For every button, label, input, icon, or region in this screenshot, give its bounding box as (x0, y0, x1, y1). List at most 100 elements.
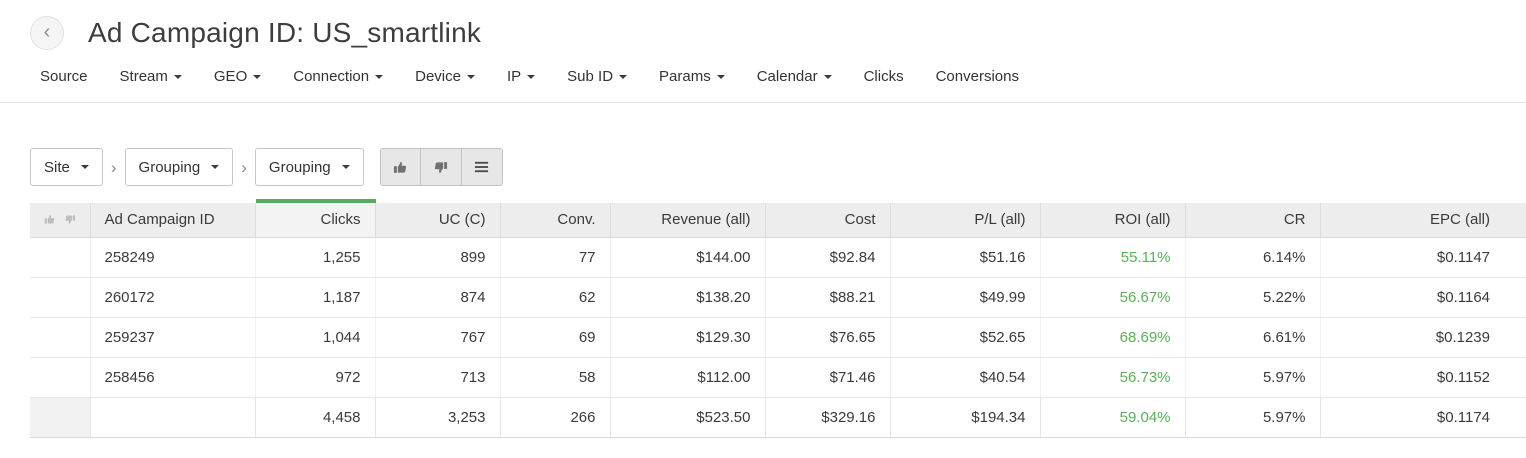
cell-clicks: 1,255 (255, 237, 376, 278)
chevron-down-icon (341, 165, 350, 169)
cell-epc: $0.1152 (1320, 357, 1526, 398)
cell-rating (30, 317, 91, 358)
column-header-clicks[interactable]: Clicks (255, 199, 376, 238)
nav-item-ip[interactable]: IP (507, 68, 536, 85)
columns-menu-button[interactable] (461, 148, 503, 186)
grouping-select-3[interactable]: Grouping (254, 148, 364, 186)
menu-icon (475, 161, 489, 173)
thumbs-up-icon (393, 161, 406, 173)
nav-item-label: Source (40, 68, 88, 85)
cell-cost-total: $329.16 (765, 396, 891, 438)
thumbs-up-icon (44, 215, 55, 224)
cell-uc: 713 (375, 357, 501, 398)
cell-uc: 767 (375, 317, 501, 358)
cell-pl-total: $194.34 (890, 396, 1041, 438)
nav-item-stream[interactable]: Stream (120, 68, 182, 85)
cell-rating (30, 357, 91, 398)
cell-roi: 56.73% (1040, 357, 1186, 398)
cell-rating (30, 396, 91, 438)
cell-cr: 5.97% (1185, 357, 1321, 398)
nav-item-params[interactable]: Params (659, 68, 725, 85)
nav-item-label: Device (415, 68, 461, 85)
cell-campaign-id: 258456 (90, 357, 256, 398)
chevron-down-icon (80, 165, 89, 169)
cell-roi: 55.11% (1040, 237, 1186, 278)
thumbs-down-icon (435, 161, 448, 173)
column-header-conv[interactable]: Conv. (500, 201, 611, 238)
cell-conv: 69 (500, 317, 611, 358)
cell-epc: $0.1164 (1320, 277, 1526, 318)
nav-item-label: Sub ID (567, 68, 614, 85)
nav-item-label: Conversions (935, 68, 1019, 85)
cell-cr: 6.61% (1185, 317, 1321, 358)
cell-rating (30, 237, 91, 278)
column-header-uc[interactable]: UC (C) (375, 201, 501, 238)
nav-item-label: Calendar (756, 68, 818, 85)
grouping-select-site[interactable]: Site (30, 148, 103, 186)
column-header-rating (30, 201, 91, 238)
thumbs-down-button[interactable] (420, 148, 462, 186)
cell-pl: $49.99 (890, 277, 1041, 318)
cell-cost: $71.46 (765, 357, 891, 398)
chevron-down-icon (466, 74, 475, 79)
cell-revenue: $144.00 (610, 237, 766, 278)
table-row[interactable]: 258456 972 713 58 $112.00 $71.46 $40.54 … (30, 357, 1526, 398)
cell-epc: $0.1147 (1320, 237, 1526, 278)
cell-clicks: 1,187 (255, 277, 376, 318)
column-header-campaign-id[interactable]: Ad Campaign ID (90, 201, 256, 238)
grouping-select-label: Grouping (268, 158, 331, 176)
thumbs-down-icon (65, 215, 75, 224)
chevron-left-icon: ‹ (43, 20, 51, 43)
chevron-down-icon (253, 74, 262, 79)
column-header-revenue[interactable]: Revenue (all) (610, 201, 766, 238)
table-row[interactable]: 260172 1,187 874 62 $138.20 $88.21 $49.9… (30, 277, 1526, 318)
cell-campaign-id: 259237 (90, 317, 256, 358)
cell-revenue: $112.00 (610, 357, 766, 398)
nav-item-source[interactable]: Source (40, 68, 88, 85)
cell-cost: $92.84 (765, 237, 891, 278)
grouping-select-label: Site (44, 158, 70, 176)
cell-cr: 5.22% (1185, 277, 1321, 318)
row-action-button-group (379, 148, 503, 186)
nav-item-conversions[interactable]: Conversions (936, 68, 1019, 85)
grouping-select-2[interactable]: Grouping (124, 148, 234, 186)
nav-item-clicks[interactable]: Clicks (864, 68, 904, 85)
cell-campaign-id: 258249 (90, 237, 256, 278)
column-header-cr[interactable]: CR (1185, 201, 1321, 238)
nav-item-device[interactable]: Device (415, 68, 475, 85)
nav-item-calendar[interactable]: Calendar (757, 68, 832, 85)
nav-item-label: Connection (293, 68, 370, 85)
cell-clicks: 1,044 (255, 317, 376, 358)
breadcrumb-arrow-icon: › (110, 157, 117, 177)
back-button[interactable]: ‹ (30, 16, 64, 50)
column-header-roi[interactable]: ROI (all) (1040, 201, 1186, 238)
nav-item-connection[interactable]: Connection (293, 68, 384, 85)
nav-item-geo[interactable]: GEO (214, 68, 262, 85)
thumbs-up-button[interactable] (379, 148, 421, 186)
cell-epc: $0.1239 (1320, 317, 1526, 358)
cell-pl: $52.65 (890, 317, 1041, 358)
column-header-epc[interactable]: EPC (all) (1320, 201, 1526, 238)
chevron-down-icon (716, 74, 725, 79)
chevron-down-icon (211, 165, 220, 169)
report-table: Ad Campaign ID Clicks UC (C) Conv. Reven… (30, 199, 1526, 438)
table-row[interactable]: 258249 1,255 899 77 $144.00 $92.84 $51.1… (30, 237, 1526, 278)
cell-revenue: $129.30 (610, 317, 766, 358)
cell-uc-total: 3,253 (375, 396, 501, 438)
table-row[interactable]: 259237 1,044 767 69 $129.30 $76.65 $52.6… (30, 317, 1526, 358)
cell-revenue-total: $523.50 (610, 396, 766, 438)
cell-rating (30, 277, 91, 318)
column-header-pl[interactable]: P/L (all) (890, 201, 1041, 238)
cell-cr: 6.14% (1185, 237, 1321, 278)
chevron-down-icon (619, 74, 628, 79)
report-nav: Source Stream GEO Connection Device IP S… (0, 58, 1526, 103)
chevron-down-icon (375, 74, 384, 79)
cell-campaign-id (90, 396, 256, 438)
column-header-cost[interactable]: Cost (765, 201, 891, 238)
cell-uc: 899 (375, 237, 501, 278)
cell-clicks: 972 (255, 357, 376, 398)
totals-row: 4,458 3,253 266 $523.50 $329.16 $194.34 … (30, 396, 1526, 438)
page-title: Ad Campaign ID: US_smartlink (88, 17, 482, 48)
nav-item-sub-id[interactable]: Sub ID (567, 68, 628, 85)
cell-roi: 56.67% (1040, 277, 1186, 318)
